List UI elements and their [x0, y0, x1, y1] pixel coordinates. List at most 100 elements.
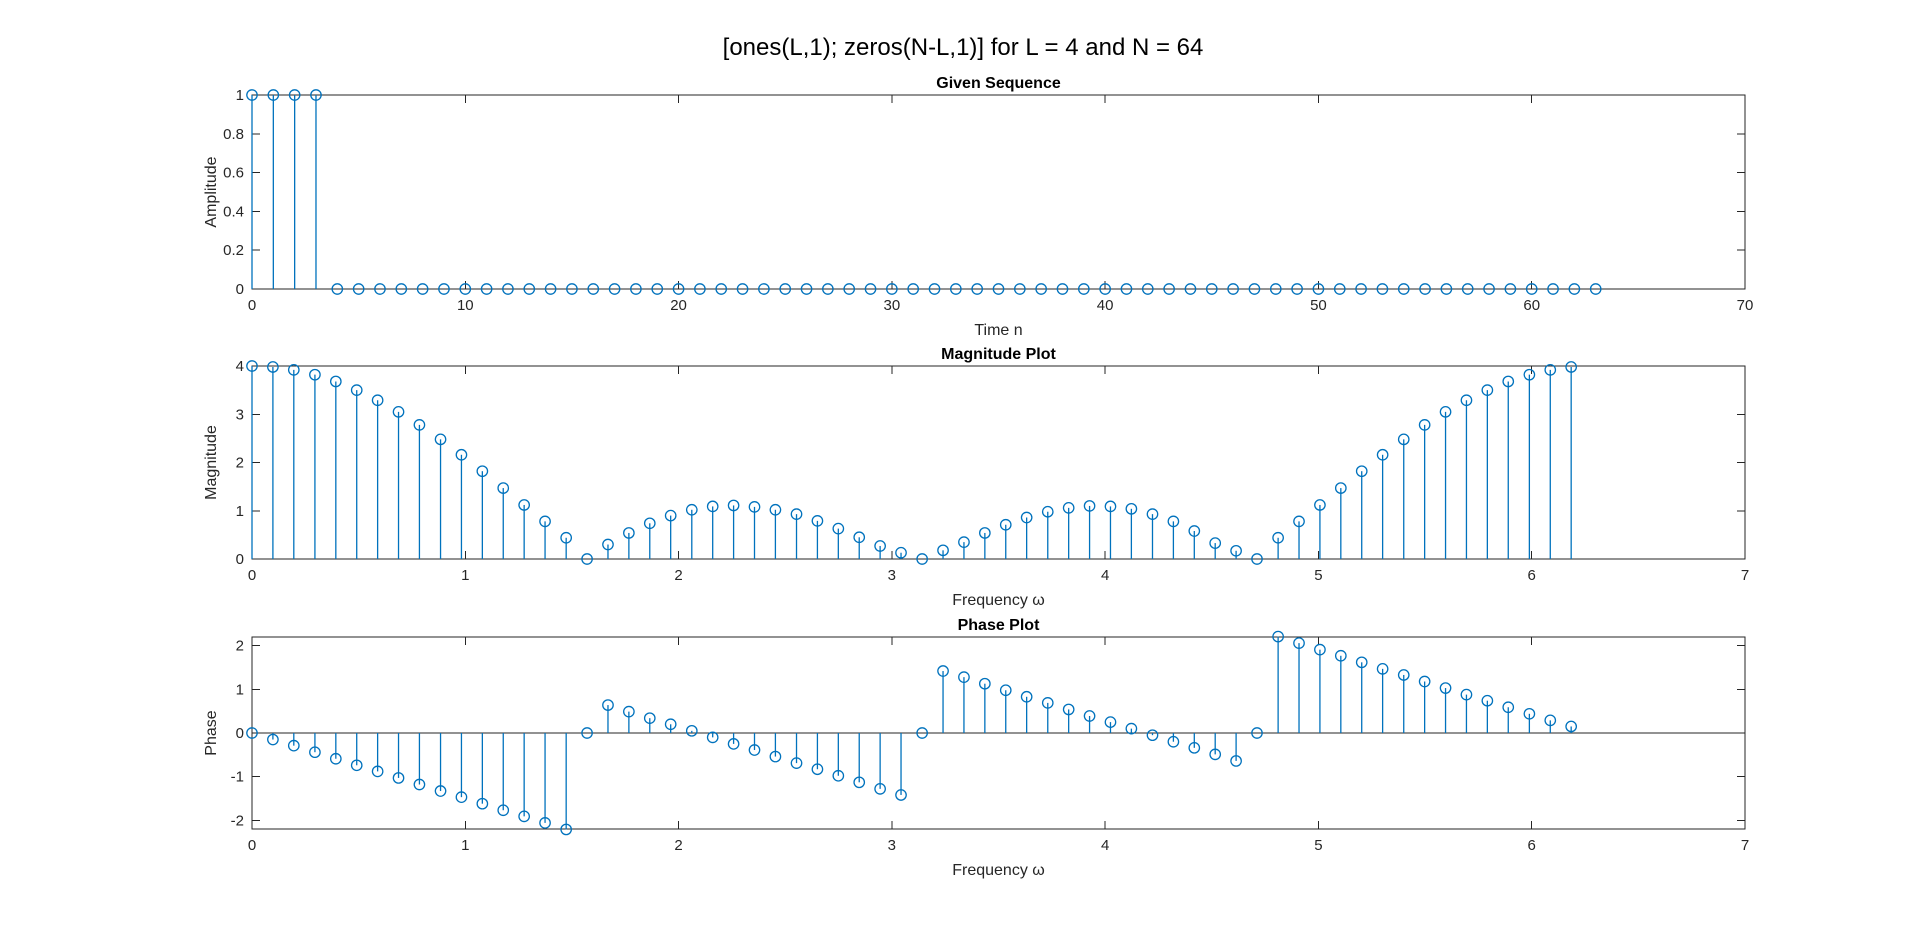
y-axis-label: Amplitude: [203, 156, 220, 227]
stem-marker: [623, 705, 635, 718]
stem-marker: [748, 744, 761, 756]
stem-marker: [1568, 283, 1581, 295]
x-tick-label: 4: [1101, 837, 1109, 854]
stem-marker: [1502, 701, 1515, 714]
stem-marker: [434, 433, 447, 446]
stem-marker: [1523, 707, 1536, 720]
stem-marker: [1291, 283, 1303, 295]
stem-marker: [1440, 283, 1453, 295]
stem-marker: [727, 738, 740, 750]
stem-marker: [518, 810, 531, 823]
stem-marker: [769, 503, 782, 516]
stem-marker: [874, 783, 886, 795]
stem-marker: [790, 508, 803, 520]
y-axis-label: Phase: [203, 710, 220, 755]
stem-marker: [1104, 500, 1117, 513]
stem-marker: [587, 283, 600, 295]
stem-marker: [1041, 505, 1054, 518]
y-tick-label: 0.4: [223, 203, 244, 220]
stem-marker: [1083, 710, 1096, 722]
stem-marker: [1167, 735, 1180, 748]
y-tick-label: 1: [236, 87, 244, 104]
x-tick-label: 7: [1741, 837, 1749, 854]
x-tick-label: 5: [1314, 837, 1322, 854]
x-tick-label: 60: [1523, 297, 1540, 314]
x-tick-label: 6: [1528, 567, 1536, 584]
stem-marker: [978, 677, 991, 690]
stem-marker: [1248, 283, 1261, 295]
stem-marker: [790, 757, 803, 769]
stem-marker: [1439, 405, 1452, 418]
stem-marker: [392, 772, 405, 784]
stem-marker: [769, 750, 782, 763]
stem-marker: [643, 517, 656, 530]
stem-marker: [602, 538, 614, 551]
stem-marker: [843, 283, 856, 295]
stem-marker: [1062, 703, 1075, 716]
stem-marker: [374, 283, 386, 295]
stem-marker: [1104, 716, 1117, 728]
stem-marker: [434, 785, 447, 797]
stem-marker: [413, 778, 426, 791]
stem-marker: [371, 765, 384, 778]
stem-marker: [329, 375, 342, 388]
stem-marker: [602, 699, 614, 711]
x-tick-label: 1: [461, 567, 469, 584]
stem-marker: [416, 283, 429, 295]
y-tick-label: 0.2: [223, 242, 244, 259]
x-tick-label: 3: [888, 837, 896, 854]
stem-marker: [1547, 283, 1559, 295]
subplot-title: Phase Plot: [958, 617, 1040, 634]
stem-marker: [886, 283, 898, 295]
stem-marker: [392, 405, 405, 418]
stem-marker: [651, 283, 664, 295]
figure-title: [ones(L,1); zeros(N-L,1)] for L = 4 and …: [723, 34, 1204, 61]
stem-marker: [350, 384, 363, 396]
stem-marker: [1355, 656, 1368, 669]
stem-marker: [560, 531, 573, 544]
stem-marker: [937, 665, 949, 677]
x-axis-label: Time n: [974, 322, 1022, 339]
stem-marker: [811, 515, 824, 527]
stem-marker: [1439, 682, 1452, 694]
stem-marker: [1188, 525, 1201, 537]
stem-marker: [916, 727, 928, 739]
stem-marker: [1293, 637, 1305, 649]
stem-marker: [800, 283, 813, 295]
stem-marker: [1188, 741, 1201, 754]
stem-marker: [1230, 755, 1242, 767]
stem-marker: [895, 546, 907, 559]
axes-frame-magnitude: [251, 365, 1746, 560]
stem-marker: [1251, 727, 1263, 739]
stem-marker: [1062, 502, 1075, 514]
y-tick-label: 0: [236, 281, 244, 298]
stem-marker: [1120, 283, 1133, 295]
stem-marker: [1419, 283, 1431, 295]
stem-marker: [476, 465, 489, 478]
stem-marker: [1418, 675, 1431, 688]
stem-marker: [1589, 283, 1602, 295]
subplot-given-sequence: 0 10 20 30 40 50 60 70 0 0.2 0.4 0.6 0.8 1 Given Seque…: [203, 75, 1753, 339]
stem-marker: [694, 283, 706, 295]
stem-marker: [1397, 433, 1410, 446]
stem-marker: [1230, 544, 1242, 557]
stem-marker: [497, 482, 510, 494]
x-tick-label: 10: [457, 297, 474, 314]
x-axis-label: Frequency ω: [952, 592, 1045, 609]
y-tick-label: 2: [236, 638, 244, 655]
stem-marker: [949, 283, 962, 295]
stem-marker: [779, 283, 792, 295]
x-tick-label: 40: [1097, 297, 1114, 314]
stem-marker: [1333, 283, 1346, 295]
x-tick-label: 50: [1310, 297, 1327, 314]
stem-marker: [497, 804, 510, 817]
stem-marker: [916, 553, 928, 565]
stem-marker: [1525, 283, 1538, 295]
stem-marker: [1565, 361, 1578, 373]
stem-marker: [706, 731, 719, 744]
stem-marker: [1376, 663, 1389, 675]
stem-marker: [455, 448, 468, 461]
stem-marker: [1013, 283, 1026, 295]
stem-marker: [1481, 384, 1494, 396]
stem-marker: [1314, 499, 1326, 511]
